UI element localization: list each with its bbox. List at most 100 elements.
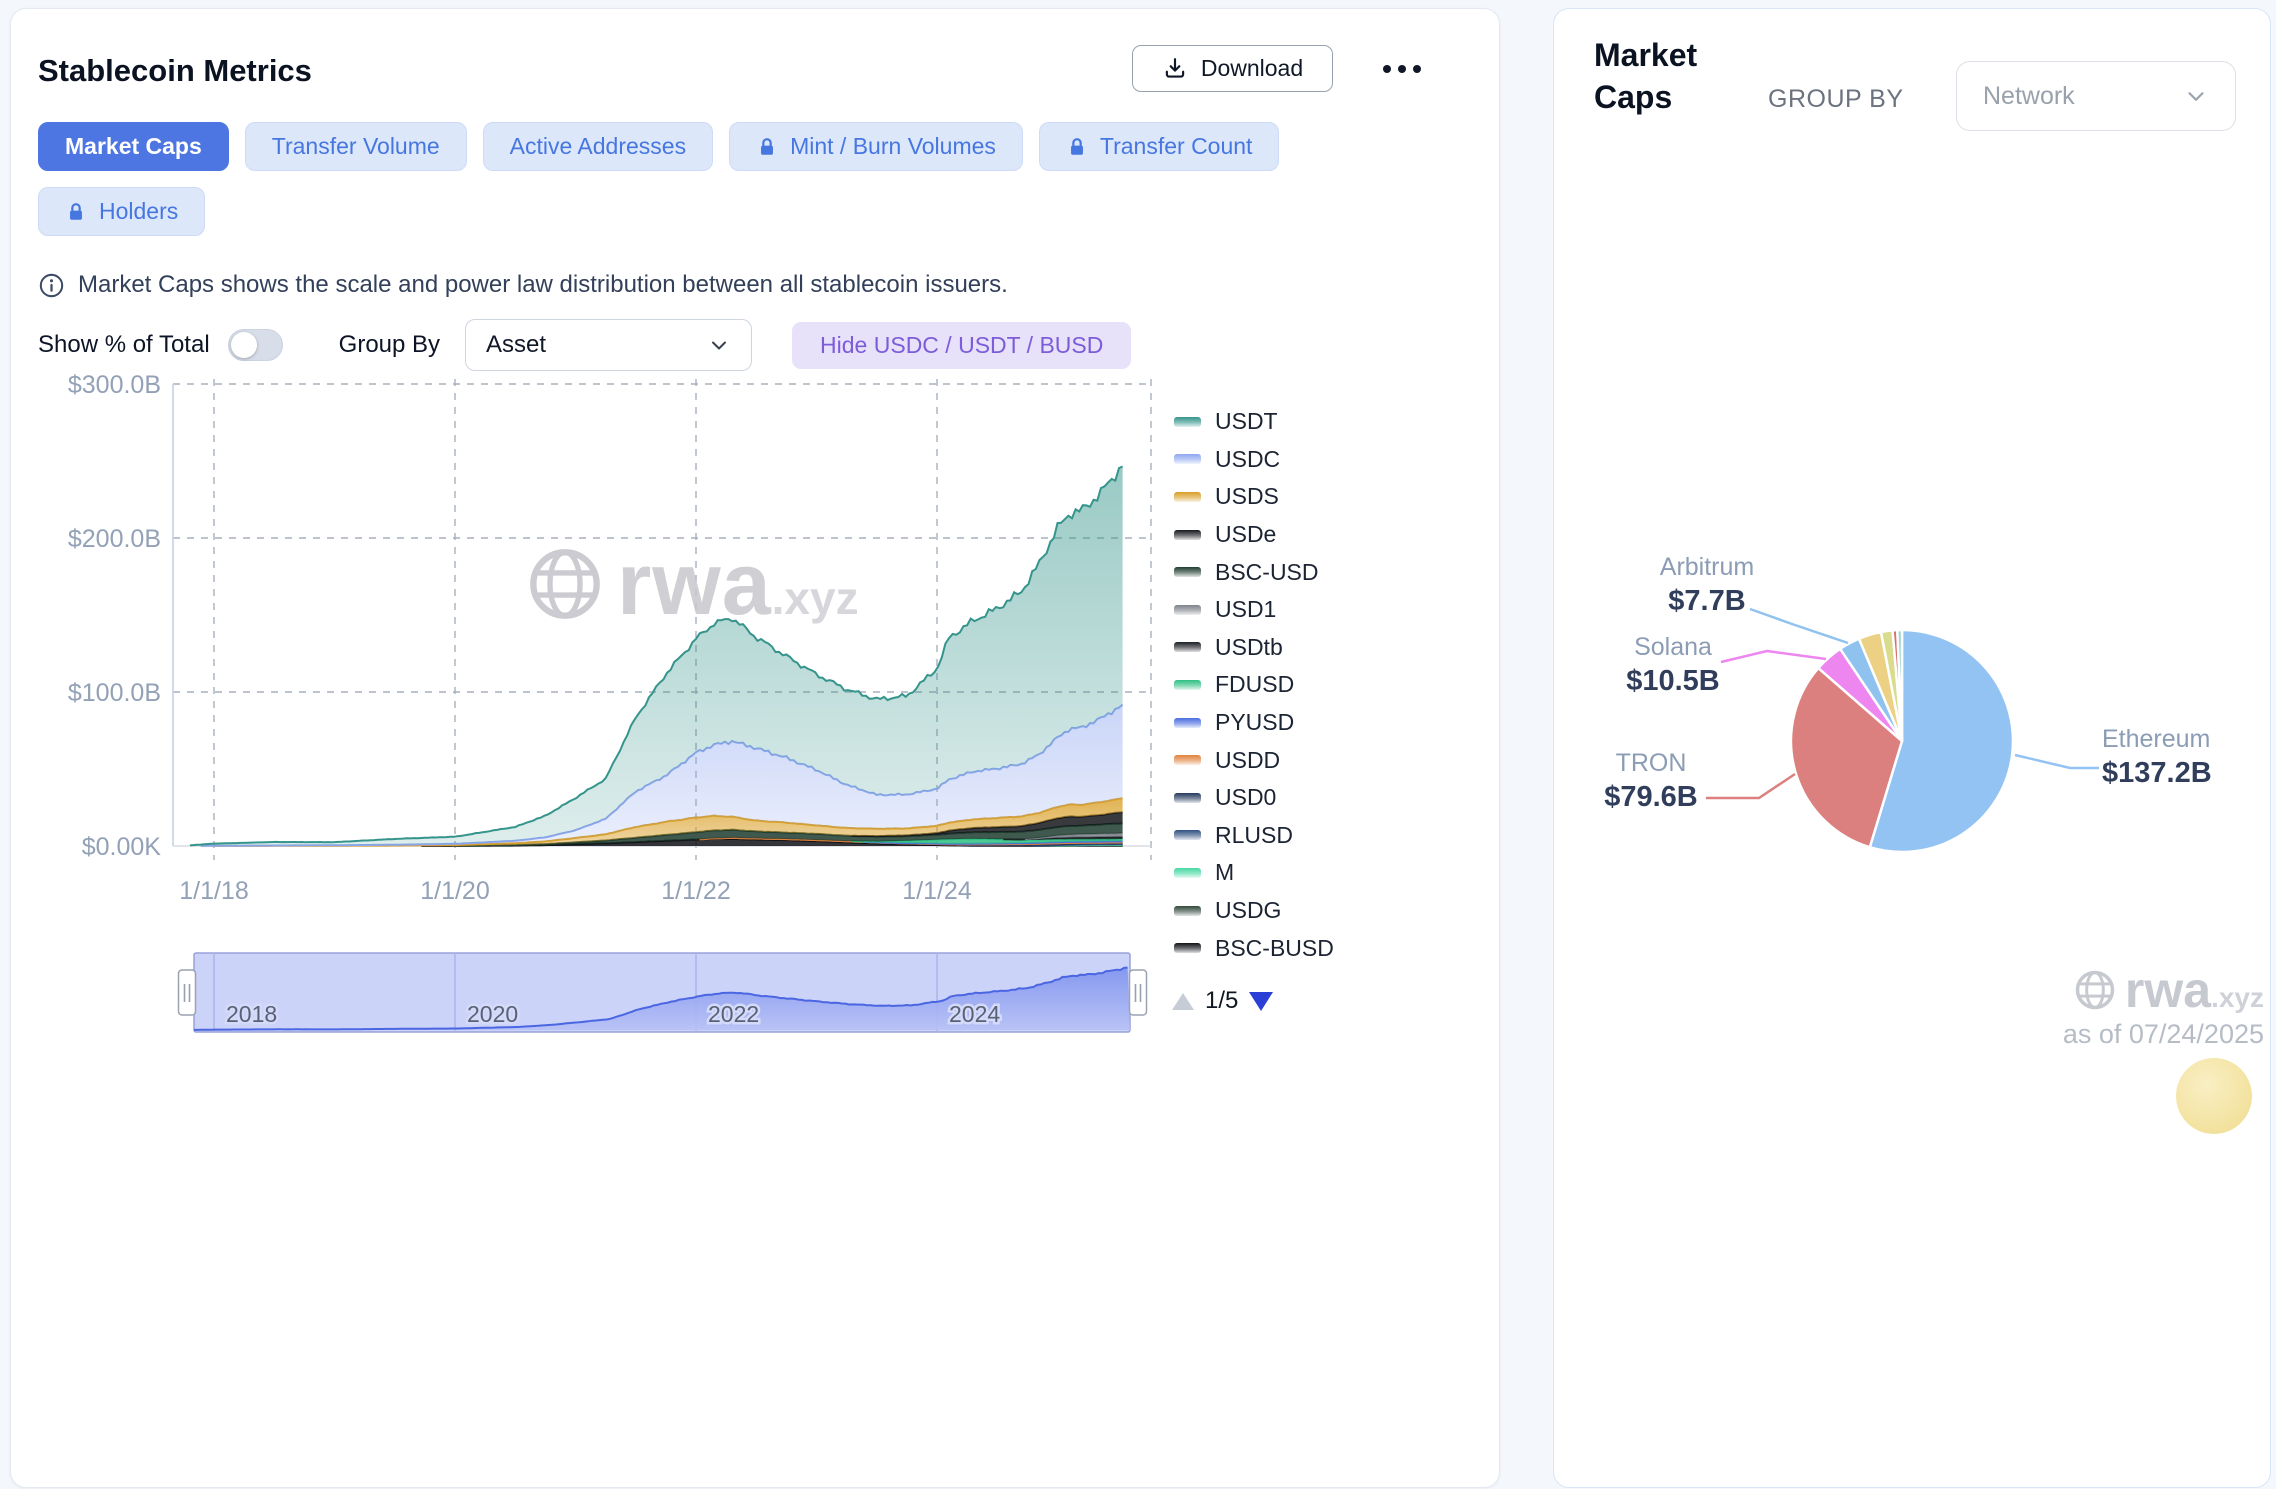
legend-swatch	[1174, 679, 1201, 690]
legend-item-usdd[interactable]: USDD	[1174, 741, 1334, 779]
legend-label: USDtb	[1215, 633, 1283, 660]
more-options-button[interactable]	[1373, 51, 1431, 87]
tab-transfer-count[interactable]: Transfer Count	[1038, 122, 1280, 171]
show-percent-toggle[interactable]	[227, 329, 283, 361]
legend-item-rlusd[interactable]: RLUSD	[1174, 817, 1334, 855]
navigator-handle-left[interactable]	[177, 969, 197, 1016]
legend-item-usdt[interactable]: USDT	[1174, 403, 1334, 441]
chart-legend: USDT USDC USDS USDe BSC-USD USD1 USDtb FDUSD PYU…	[1174, 403, 1334, 967]
legend-page-down-icon[interactable]	[1249, 991, 1274, 1011]
legend-label: FDUSD	[1215, 671, 1295, 698]
tab-label: Transfer Count	[1099, 133, 1253, 159]
legend-label: BSC-USD	[1215, 558, 1319, 585]
legend-page-indicator: 1/5	[1205, 987, 1239, 1014]
tab-holders[interactable]: Holders	[38, 187, 206, 236]
legend-item-usd0[interactable]: USD0	[1174, 779, 1334, 817]
network-pie-chart	[1706, 607, 2099, 854]
pie-slice-tron[interactable]	[1789, 666, 1904, 849]
network-select[interactable]: Network	[1956, 61, 2236, 131]
legend-item-usdtb[interactable]: USDtb	[1174, 629, 1334, 667]
page-title: Stablecoin Metrics	[38, 53, 312, 88]
tab-label: Holders	[99, 198, 179, 224]
pie-slice-ethereum[interactable]	[1868, 628, 2015, 854]
tab-label: Active Addresses	[509, 133, 687, 159]
legend-label: USDD	[1215, 746, 1281, 773]
legend-swatch	[1174, 755, 1201, 766]
legend-item-bsc-busd[interactable]: BSC-BUSD	[1174, 929, 1334, 967]
market-caps-panel: Market Caps GROUP BY Network rwa .xyz as …	[1553, 8, 2271, 1488]
legend-swatch	[1174, 491, 1201, 502]
legend-item-usdg[interactable]: USDG	[1174, 892, 1334, 930]
legend-item-usdc[interactable]: USDC	[1174, 441, 1334, 479]
legend-label: USDG	[1215, 897, 1282, 924]
tab-transfer-volume[interactable]: Transfer Volume	[244, 122, 467, 171]
tab-active-addresses[interactable]: Active Addresses	[482, 122, 714, 171]
legend-item-bsc-usd[interactable]: BSC-USD	[1174, 553, 1334, 591]
as-of-date: as of 07/24/2025	[2062, 1019, 2264, 1049]
legend-swatch	[1174, 567, 1201, 578]
download-icon	[1165, 57, 1185, 78]
stablecoin-metrics-panel: Stablecoin Metrics Download Market Caps T…	[10, 8, 1500, 1488]
legend-label: USD0	[1215, 784, 1277, 811]
svg-text:1/1/22: 1/1/22	[661, 877, 731, 905]
navigator-handle-right[interactable]	[1128, 969, 1148, 1016]
legend-label: PYUSD	[1215, 709, 1295, 736]
tab-mint-burn-volumes[interactable]: Mint / Burn Volumes	[729, 122, 1023, 171]
legend-swatch	[1174, 529, 1201, 540]
stacked-area-chart: $300.0B $200.0B $100.0B $0.00K 1/1/18 1/1/20 1…	[68, 371, 1152, 1033]
legend-swatch	[1174, 943, 1201, 954]
floating-action-button-partial[interactable]	[2176, 1058, 2252, 1134]
download-button[interactable]: Download	[1132, 45, 1333, 92]
band-USDT	[189, 466, 1123, 846]
tab-label: Mint / Burn Volumes	[790, 133, 996, 159]
svg-text:1/1/20: 1/1/20	[420, 877, 490, 905]
svg-text:2022: 2022	[708, 1001, 759, 1027]
svg-text:$100.0B: $100.0B	[68, 679, 161, 707]
svg-text:$0.00K: $0.00K	[82, 833, 162, 861]
info-icon	[39, 273, 64, 297]
leader-line-tron	[1706, 772, 1796, 800]
legend-item-m[interactable]: M	[1174, 854, 1334, 892]
legend-item-usd1[interactable]: USD1	[1174, 591, 1334, 629]
band-USDS	[189, 798, 1123, 846]
tab-market-caps[interactable]: Market Caps	[38, 122, 229, 171]
legend-label: USDT	[1215, 408, 1278, 435]
legend-label: USDe	[1215, 521, 1277, 548]
svg-text:1/1/24: 1/1/24	[902, 877, 972, 905]
lock-icon	[761, 137, 774, 155]
legend-swatch	[1174, 792, 1201, 803]
legend-item-usde[interactable]: USDe	[1174, 516, 1334, 554]
svg-text:$200.0B: $200.0B	[68, 525, 161, 553]
group-by-caption: GROUP BY	[1768, 85, 1904, 113]
hide-stablecoins-button[interactable]: Hide USDC / USDT / BUSD	[792, 321, 1132, 369]
area-bands	[189, 465, 1124, 847]
legend-item-fdusd[interactable]: FDUSD	[1174, 666, 1334, 704]
legend-swatch	[1174, 905, 1201, 916]
pie-panel-title: Market Caps	[1594, 37, 1698, 115]
svg-text:2020: 2020	[467, 1001, 518, 1027]
legend-item-usds[interactable]: USDS	[1174, 478, 1334, 516]
legend-swatch	[1174, 642, 1201, 653]
group-by-value: Asset	[486, 331, 547, 358]
legend-swatch	[1174, 867, 1201, 878]
legend-label: USDC	[1215, 445, 1281, 472]
info-text: Market Caps shows the scale and power la…	[78, 271, 1008, 298]
range-navigator: 2018 2020 2022 2024	[177, 952, 1148, 1033]
leader-line-ethereum	[2014, 753, 2099, 770]
legend-swatch	[1174, 454, 1201, 465]
pie-slice-small-7[interactable]	[1896, 628, 1904, 743]
svg-text:2024: 2024	[949, 1001, 1000, 1027]
legend-page-up-icon[interactable]	[1172, 992, 1194, 1010]
leader-line-arbitrum	[1749, 607, 1849, 645]
legend-label: USDS	[1215, 483, 1279, 510]
legend-item-pyusd[interactable]: PYUSD	[1174, 704, 1334, 742]
network-select-value: Network	[1983, 81, 2075, 110]
toggle-knob	[230, 332, 257, 358]
legend-label: RLUSD	[1215, 821, 1293, 848]
show-percent-label: Show % of Total	[38, 331, 210, 358]
group-by-select[interactable]: Asset	[465, 319, 753, 371]
ellipsis-icon	[1383, 65, 1391, 73]
tab-label: Transfer Volume	[271, 133, 440, 159]
chart-controls: Show % of Total Group By Asset Hide USDC…	[38, 319, 1132, 371]
band-USDC	[189, 704, 1123, 846]
